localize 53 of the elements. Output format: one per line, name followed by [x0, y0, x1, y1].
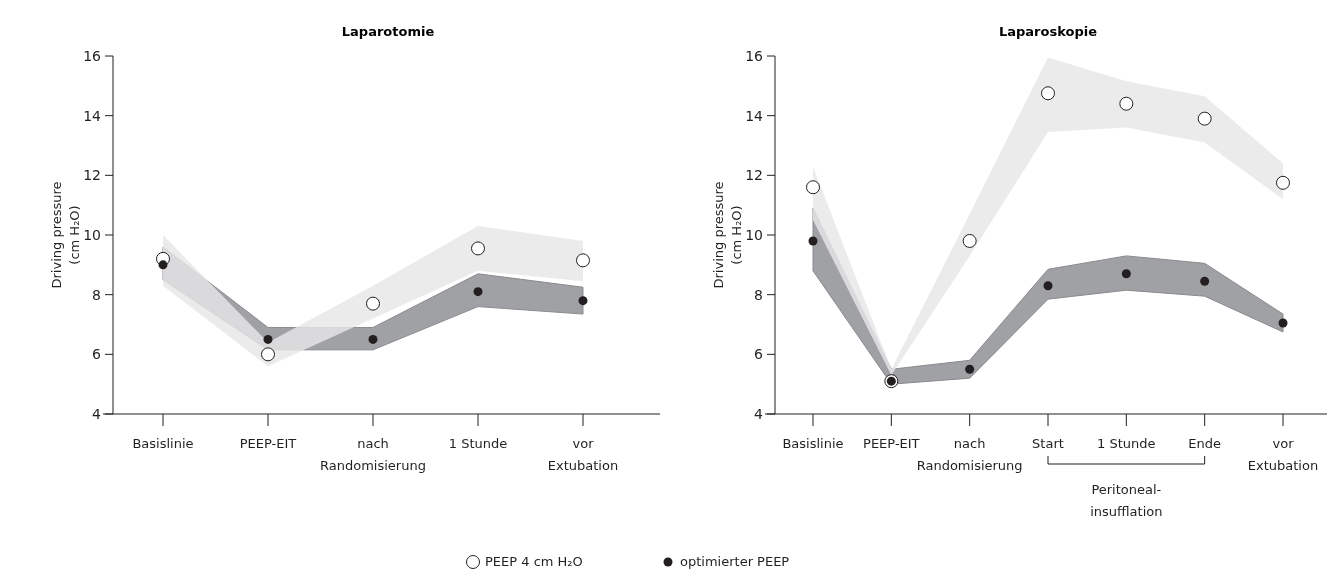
y-tick-label: 10 — [83, 227, 101, 243]
point — [366, 296, 380, 311]
y-tick-label: 4 — [754, 406, 764, 422]
point — [578, 296, 588, 306]
point — [1197, 111, 1212, 126]
legend-label: PEEP 4 cm H₂O — [485, 554, 583, 569]
point — [808, 236, 818, 246]
chart-title: Laparotomie — [341, 24, 435, 39]
legend-label: optimierter PEEP — [680, 554, 790, 569]
point — [1121, 269, 1131, 279]
y-tick-label: 6 — [92, 346, 102, 363]
point — [1276, 175, 1290, 190]
y-tick-label: 4 — [92, 406, 102, 422]
point — [962, 233, 977, 248]
y-tick-label: 8 — [92, 286, 101, 303]
y-tick-label: 14 — [745, 107, 764, 124]
x-tick-label: Start — [1032, 436, 1064, 451]
y-tick-label: 12 — [83, 167, 101, 184]
point — [263, 334, 273, 344]
x-tick-label: PEEP-EIT — [863, 436, 920, 451]
chart-title: Laparoskopie — [998, 24, 1098, 39]
point — [368, 334, 378, 344]
x-tick-label: Basislinie — [132, 436, 194, 451]
y-tick-label: 8 — [754, 286, 763, 303]
x-tick-label: vor Extubation — [1247, 436, 1319, 473]
x-tick-label: PEEP-EIT — [239, 436, 297, 451]
point — [261, 347, 275, 362]
x-tick-label: vor Extubation — [547, 436, 619, 473]
y-tick-label: 16 — [83, 48, 102, 64]
y-tick-label: 12 — [745, 167, 763, 184]
y-tick-label: 10 — [745, 227, 763, 243]
point — [1119, 96, 1134, 111]
x-tick-label: Ende — [1188, 436, 1222, 451]
y-tick-label: 16 — [745, 48, 764, 64]
point — [576, 253, 590, 268]
y-axis-title: Driving pressure (cm H₂O) — [49, 181, 82, 289]
y-tick-label: 6 — [754, 346, 764, 363]
x-tick-label: 1 Stunde — [448, 436, 508, 451]
point — [158, 260, 168, 270]
text: Peritoneal- insufflation — [1090, 482, 1163, 519]
x-tick-label: Basislinie — [782, 436, 844, 451]
point — [473, 287, 483, 297]
y-tick-label: 14 — [83, 107, 102, 124]
x-tick-label: 1 Stunde — [1097, 436, 1156, 451]
point — [1200, 276, 1210, 286]
point — [471, 241, 485, 256]
y-axis-title: Driving pressure (cm H₂O) — [711, 181, 744, 289]
point — [1043, 281, 1053, 291]
point — [1278, 318, 1288, 328]
point — [1041, 86, 1055, 101]
x-tick-label: nach Randomisierung — [320, 436, 426, 473]
point — [965, 364, 975, 374]
point — [806, 180, 820, 195]
